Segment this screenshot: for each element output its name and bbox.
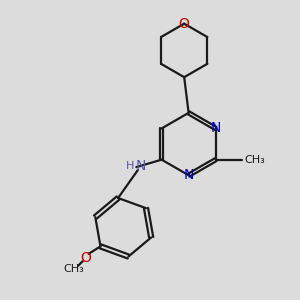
Text: N: N xyxy=(184,168,194,182)
Text: CH₃: CH₃ xyxy=(244,155,265,165)
Text: O: O xyxy=(179,17,190,31)
Text: H: H xyxy=(126,160,135,171)
Text: N: N xyxy=(136,159,146,172)
Text: O: O xyxy=(80,251,91,265)
Text: N: N xyxy=(211,122,221,136)
Text: CH₃: CH₃ xyxy=(63,264,84,274)
